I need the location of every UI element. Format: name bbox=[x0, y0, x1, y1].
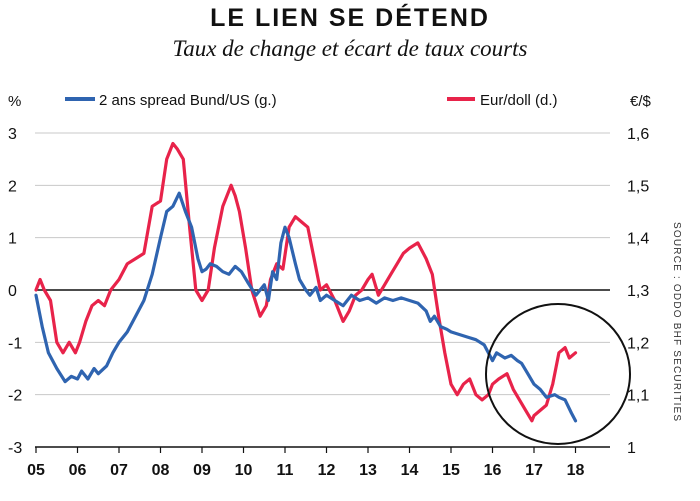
right-tick-label: 1,2 bbox=[627, 335, 649, 352]
left-tick-label: -2 bbox=[8, 388, 22, 405]
x-tick-label: 10 bbox=[235, 462, 253, 479]
eurusd-line bbox=[34, 141, 578, 423]
right-axis-ticks: 1,6 1,5 1,4 1,3 1,2 1,1 1 bbox=[627, 126, 649, 457]
right-tick-label: 1 bbox=[627, 440, 636, 457]
left-tick-label: -1 bbox=[8, 335, 22, 352]
x-tick-label: 08 bbox=[152, 462, 170, 479]
legend-label-spread: 2 ans spread Bund/US (g.) bbox=[99, 92, 277, 109]
right-axis-unit: €/$ bbox=[630, 93, 652, 110]
spread-line bbox=[34, 191, 578, 423]
chart-subtitle: Taux de change et écart de taux courts bbox=[172, 36, 528, 61]
x-tick-label: 12 bbox=[318, 462, 336, 479]
highlight-circle bbox=[485, 303, 631, 445]
x-tick-label: 06 bbox=[69, 462, 87, 479]
left-tick-label: 3 bbox=[8, 126, 17, 143]
right-tick-label: 1,3 bbox=[627, 283, 649, 300]
source-note: SOURCE : ODDO BHF SECURITIES bbox=[671, 222, 682, 423]
x-axis: 05 06 07 08 09 10 11 12 13 14 15 16 17 18 bbox=[27, 447, 585, 479]
x-tick-label: 17 bbox=[525, 462, 543, 479]
x-tick-label: 18 bbox=[567, 462, 585, 479]
legend-label-eurusd: Eur/doll (d.) bbox=[480, 92, 558, 109]
x-tick-label: 11 bbox=[277, 462, 294, 479]
x-tick-label: 05 bbox=[27, 462, 45, 479]
x-tick-label: 07 bbox=[110, 462, 128, 479]
chart-title: LE LIEN SE DÉTEND bbox=[210, 4, 490, 32]
left-tick-label: 1 bbox=[8, 231, 17, 248]
right-tick-label: 1,5 bbox=[627, 178, 649, 195]
left-tick-label: -3 bbox=[8, 440, 22, 457]
grid-lines bbox=[35, 132, 610, 448]
x-tick-label: 09 bbox=[193, 462, 211, 479]
right-tick-label: 1,4 bbox=[627, 231, 649, 248]
right-tick-label: 1,6 bbox=[627, 126, 649, 143]
x-tick-label: 13 bbox=[359, 462, 377, 479]
series-lines bbox=[34, 141, 578, 423]
left-axis-ticks: 3 2 1 0 -1 -2 -3 bbox=[8, 126, 22, 457]
x-tick-label: 14 bbox=[401, 462, 419, 479]
legend: 2 ans spread Bund/US (g.) Eur/doll (d.) bbox=[65, 92, 558, 109]
x-tick-label: 15 bbox=[442, 462, 460, 479]
left-axis-unit: % bbox=[8, 93, 21, 110]
left-tick-label: 2 bbox=[8, 178, 17, 195]
x-tick-label: 16 bbox=[484, 462, 502, 479]
right-tick-label: 1,1 bbox=[627, 388, 649, 405]
left-tick-label: 0 bbox=[8, 283, 17, 300]
